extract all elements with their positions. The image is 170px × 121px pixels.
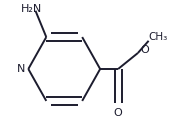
Text: O: O bbox=[141, 45, 149, 55]
Text: O: O bbox=[114, 108, 122, 118]
Text: CH₃: CH₃ bbox=[149, 32, 168, 42]
Text: H₂N: H₂N bbox=[21, 4, 42, 14]
Text: N: N bbox=[17, 64, 25, 74]
